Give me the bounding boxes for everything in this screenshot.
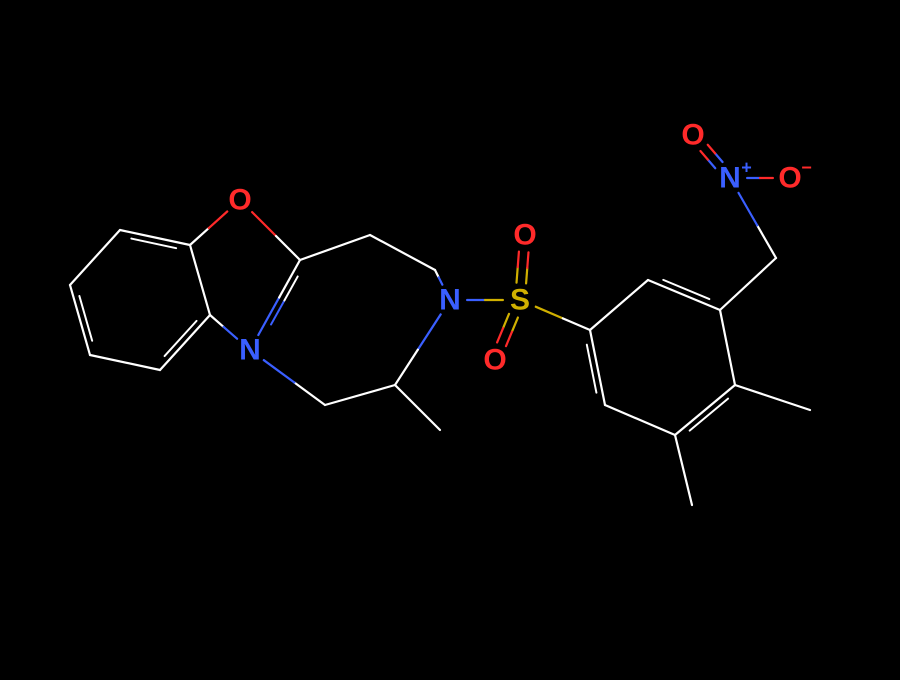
atom-n: N [439, 284, 461, 317]
atom-o: O [681, 119, 704, 152]
atom-s: S [510, 284, 530, 317]
atom-o: O [778, 162, 801, 195]
atom-o: O [228, 184, 251, 217]
svg-text:+: + [741, 158, 752, 178]
atom-n: N [719, 162, 741, 195]
svg-text:−: − [801, 158, 812, 178]
molecule-diagram: ONNSOON+OO− [0, 0, 900, 680]
atom-o: O [483, 344, 506, 377]
atom-o: O [513, 219, 536, 252]
atom-n: N [239, 334, 261, 367]
